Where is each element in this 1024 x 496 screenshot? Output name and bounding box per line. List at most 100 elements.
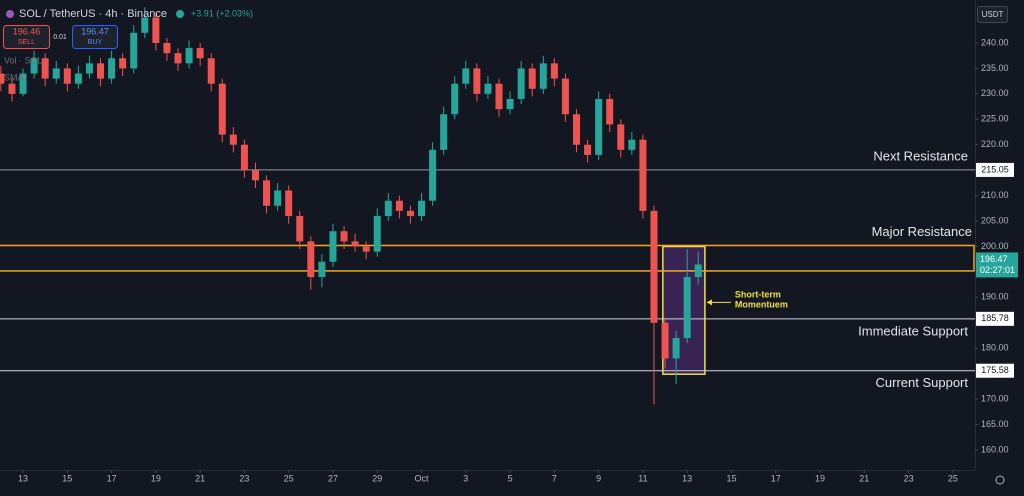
level-label: Immediate Support xyxy=(858,323,968,338)
candle-body xyxy=(362,246,370,252)
candle-body xyxy=(218,83,226,135)
candle-body xyxy=(296,215,304,242)
x-tick-label: 9 xyxy=(596,473,601,483)
candle-body xyxy=(41,58,49,79)
candle-body xyxy=(351,241,359,247)
price-change: +3.91 (+2.03%) xyxy=(191,8,253,18)
y-tick-label: 225.00 xyxy=(981,114,1009,124)
x-tick-label: 19 xyxy=(151,473,161,483)
level-label: Next Resistance xyxy=(873,148,968,163)
candle-body xyxy=(19,73,27,94)
candle-body xyxy=(617,124,625,150)
level-price: 175.58 xyxy=(981,365,1009,375)
x-tick-label: 23 xyxy=(239,473,249,483)
candle-body xyxy=(240,144,248,171)
overlay: SOL / TetherUS · 4h · Binance +3.91 (+2.… xyxy=(3,6,1008,485)
y-tick-label: 160.00 xyxy=(981,444,1009,454)
last-price-tag xyxy=(976,252,1018,278)
y-tick-label: 200.00 xyxy=(981,241,1009,251)
x-tick-label: 19 xyxy=(815,473,825,483)
candle-body xyxy=(595,98,603,155)
level-price: 185.78 xyxy=(981,313,1009,323)
x-tick-label: 29 xyxy=(372,473,382,483)
candle-body xyxy=(108,58,116,79)
x-tick-label: 25 xyxy=(284,473,294,483)
candle-body xyxy=(495,83,503,110)
candle-body xyxy=(395,200,403,211)
sell-label: SELL xyxy=(18,39,35,46)
y-tick-label: 165.00 xyxy=(981,419,1009,429)
candle-body xyxy=(528,68,536,89)
candle-body xyxy=(473,68,481,94)
buy-button[interactable] xyxy=(72,25,118,49)
candle-body xyxy=(307,241,315,278)
candle-body xyxy=(429,149,437,201)
candle-body xyxy=(418,200,426,216)
candle-body xyxy=(274,190,282,206)
spread: 0.01 xyxy=(53,34,67,41)
candle-body xyxy=(63,68,71,84)
candle-body xyxy=(74,73,82,84)
candle-body xyxy=(373,215,381,252)
candle-body xyxy=(539,63,547,89)
candle-body xyxy=(484,83,492,94)
y-tick-label: 190.00 xyxy=(981,292,1009,302)
x-tick-label: 13 xyxy=(18,473,28,483)
symbol-title: SOL / TetherUS · 4h · Binance xyxy=(19,8,167,20)
candle-body xyxy=(517,68,525,99)
x-tick-label: 17 xyxy=(771,473,781,483)
settings-icon[interactable] xyxy=(995,475,1005,485)
candle-body xyxy=(119,58,127,69)
status-dot xyxy=(176,10,184,18)
candle-body xyxy=(196,48,204,59)
candle-body xyxy=(661,322,669,359)
level-price-tag xyxy=(976,363,1014,378)
x-tick-label: 11 xyxy=(638,473,647,483)
x-tick-label: 3 xyxy=(463,473,468,483)
candle-body xyxy=(152,17,160,43)
candle-body xyxy=(85,63,93,74)
x-tick-label: 17 xyxy=(107,473,117,483)
candle-body xyxy=(683,277,691,339)
candle-body xyxy=(285,190,293,216)
zone-label: Major Resistance xyxy=(872,224,972,239)
candle-body xyxy=(694,264,702,278)
candle-body xyxy=(141,17,149,33)
momentum-arrowhead xyxy=(706,299,712,306)
candle-body xyxy=(572,114,580,145)
indicator-volume: Vol · SOL xyxy=(4,55,43,65)
y-tick-label: 180.00 xyxy=(981,343,1009,353)
candle-body xyxy=(229,134,237,145)
y-tick-label: 205.00 xyxy=(981,215,1009,225)
x-tick-label: 15 xyxy=(62,473,72,483)
candle-body xyxy=(329,231,337,262)
candle-body xyxy=(97,63,105,79)
buy-price: 196.47 xyxy=(81,26,109,36)
x-tick-label: 7 xyxy=(552,473,557,483)
y-tick-label: 170.00 xyxy=(981,394,1009,404)
plot-area: 160.00165.00170.00175.00180.00185.00190.… xyxy=(0,7,1018,483)
currency: USDT xyxy=(982,10,1004,19)
momentum-label: Momentuem xyxy=(735,300,788,310)
candle-body xyxy=(340,231,348,242)
sell-button[interactable] xyxy=(3,25,50,49)
last-price: 196.47 xyxy=(980,254,1008,264)
x-tick-label: 21 xyxy=(859,473,869,483)
currency-selector[interactable] xyxy=(977,6,1008,23)
indicator-sma: SMA xyxy=(4,72,24,82)
candle-body xyxy=(672,338,680,359)
candle-body xyxy=(506,98,514,110)
y-tick-label: 220.00 xyxy=(981,139,1009,149)
momentum-label: Short-term xyxy=(735,290,781,300)
y-tick-label: 240.00 xyxy=(981,37,1009,47)
candle-body xyxy=(207,58,215,84)
level-label: Current Support xyxy=(876,375,969,390)
candle-body xyxy=(639,139,647,211)
buy-label: BUY xyxy=(88,39,103,46)
candle-body xyxy=(130,32,138,69)
candle-body xyxy=(263,180,271,206)
candle-body xyxy=(185,48,193,64)
